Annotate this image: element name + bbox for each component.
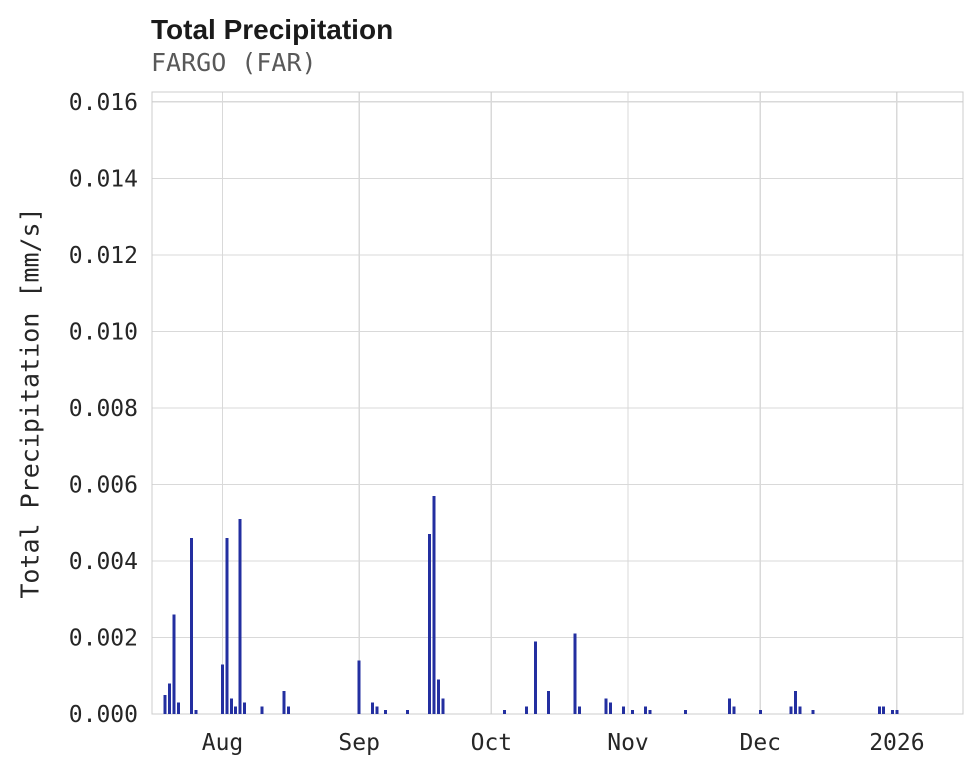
- precip-bar: [877, 706, 881, 714]
- y-tick-label: 0.010: [69, 319, 138, 345]
- y-tick-label: 0.004: [69, 549, 138, 575]
- precip-bar: [168, 683, 172, 714]
- precip-bar: [282, 691, 286, 714]
- precip-bar: [437, 679, 440, 714]
- precip-bar: [194, 710, 198, 714]
- precip-bar: [234, 706, 238, 714]
- precip-bar: [525, 706, 529, 714]
- precip-bar: [534, 641, 537, 714]
- precip-bar: [891, 710, 894, 714]
- precip-bar: [370, 702, 374, 714]
- precip-bar: [683, 710, 687, 714]
- precip-bar: [176, 702, 180, 714]
- chart-title: Total Precipitation: [151, 14, 394, 45]
- precip-bar: [406, 710, 410, 714]
- precip-bar: [287, 706, 291, 714]
- precip-bar: [811, 710, 815, 714]
- precip-bar: [758, 710, 762, 714]
- precip-bar: [384, 710, 388, 714]
- precip-bar: [794, 691, 797, 714]
- precip-bar: [163, 694, 167, 714]
- precip-bar: [789, 706, 793, 714]
- precip-bar: [221, 664, 224, 714]
- precip-bar: [260, 706, 264, 714]
- precip-bar: [608, 702, 612, 714]
- precip-bar: [573, 633, 577, 714]
- y-tick-label: 0.016: [69, 90, 138, 116]
- precip-bar: [225, 538, 229, 714]
- precip-bar: [357, 660, 361, 714]
- y-tick-label: 0.008: [69, 396, 138, 422]
- precip-bar: [190, 538, 194, 714]
- precip-bar: [428, 534, 432, 714]
- precip-bar: [644, 706, 648, 714]
- plot-border: [151, 91, 964, 715]
- x-tick-label: Sep: [338, 730, 380, 756]
- y-tick-label: 0.014: [69, 166, 138, 192]
- precip-bar: [229, 698, 233, 714]
- precip-bar: [648, 710, 652, 714]
- precip-bar: [547, 691, 551, 714]
- precip-bar: [578, 706, 581, 714]
- precip-bar: [895, 710, 899, 714]
- precip-bar: [622, 706, 626, 714]
- precip-bar: [432, 496, 436, 714]
- precip-bar: [798, 706, 802, 714]
- y-tick-label: 0.012: [69, 243, 138, 269]
- precip-bar: [727, 698, 731, 714]
- precip-bar: [441, 698, 445, 714]
- precip-bar: [243, 702, 247, 714]
- x-tick-label: Nov: [607, 730, 649, 756]
- precip-bar: [503, 710, 507, 714]
- x-tick-label: Oct: [471, 730, 513, 756]
- y-tick-label: 0.002: [69, 625, 138, 651]
- precip-bar: [732, 706, 736, 714]
- precip-bar: [604, 698, 608, 714]
- precip-bar: [630, 710, 634, 714]
- x-tick-label: Aug: [202, 730, 244, 756]
- x-tick-label: Dec: [739, 730, 781, 756]
- precip-bar: [172, 614, 176, 714]
- precip-bar: [238, 518, 242, 714]
- precip-bar: [375, 706, 379, 714]
- y-tick-label: 0.006: [69, 472, 138, 498]
- y-tick-label: 0.000: [69, 702, 138, 728]
- precip-bar: [882, 706, 886, 714]
- x-tick-label: 2026: [869, 730, 924, 756]
- chart-subtitle: FARGO (FAR): [151, 48, 317, 77]
